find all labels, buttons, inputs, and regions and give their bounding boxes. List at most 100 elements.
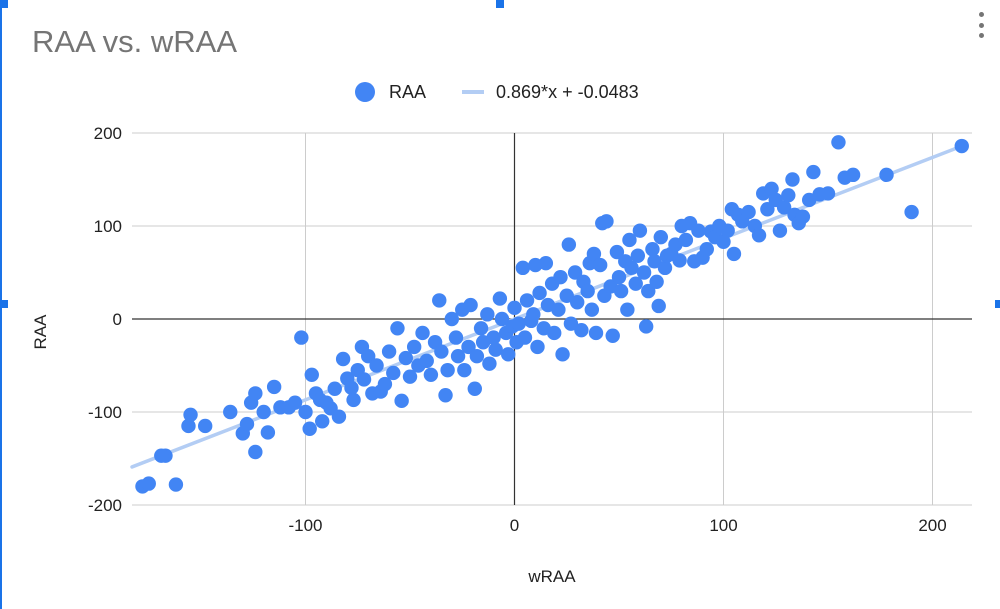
x-tick-label: 200 — [918, 516, 946, 535]
legend-label-trendline: 0.869*x + -0.0483 — [496, 81, 639, 102]
data-point — [620, 302, 635, 317]
data-point — [440, 362, 455, 378]
menu-dot — [978, 33, 984, 38]
data-point — [622, 232, 637, 248]
menu-dot — [978, 22, 984, 28]
data-point — [434, 344, 449, 359]
data-point — [785, 172, 800, 187]
data-point — [448, 330, 464, 345]
legend-item-raa[interactable]: RAA — [355, 82, 426, 103]
data-point — [567, 265, 583, 280]
y-tick-label: 100 — [94, 217, 122, 236]
data-point — [532, 285, 547, 301]
data-point — [467, 381, 482, 396]
data-point — [515, 260, 531, 276]
data-point — [331, 409, 347, 424]
data-point — [239, 416, 255, 432]
data-point — [636, 265, 652, 280]
data-point — [751, 228, 767, 243]
data-point — [507, 300, 522, 316]
data-point — [561, 237, 577, 252]
data-point — [772, 223, 788, 238]
legend: RAA 0.869*x + -0.0483 — [355, 78, 675, 106]
data-point — [538, 256, 554, 271]
data-point — [609, 244, 625, 260]
data-point — [438, 388, 453, 403]
data-point — [248, 444, 263, 460]
resize-handle-top-center[interactable] — [496, 0, 504, 8]
data-point — [197, 418, 213, 434]
data-point — [298, 404, 313, 420]
data-point — [315, 414, 330, 429]
data-point — [398, 350, 414, 366]
data-point — [335, 351, 351, 367]
data-point — [381, 344, 397, 359]
data-point — [181, 418, 196, 434]
data-point — [530, 339, 545, 355]
data-point — [613, 283, 629, 299]
data-point — [402, 369, 418, 384]
data-point — [904, 204, 919, 220]
data-point — [346, 392, 361, 408]
data-point — [386, 365, 401, 381]
data-point — [726, 246, 742, 262]
data-point — [486, 330, 501, 345]
data-point — [394, 393, 409, 409]
more-vert-icon[interactable] — [972, 10, 990, 40]
data-point — [954, 138, 969, 154]
data-point — [599, 214, 614, 229]
data-point — [356, 372, 372, 387]
data-point — [482, 356, 497, 371]
data-point — [678, 232, 694, 248]
data-point — [657, 260, 673, 276]
data-point — [559, 288, 574, 303]
y-tick-labels: -200 -100 0 100 200 — [88, 124, 122, 515]
data-point — [461, 339, 476, 355]
data-point — [361, 349, 376, 364]
data-point — [574, 322, 589, 338]
data-point — [369, 358, 384, 373]
data-point — [183, 407, 198, 422]
data-point — [223, 404, 238, 420]
data-point — [463, 297, 478, 313]
data-point — [720, 223, 735, 238]
data-point — [764, 181, 779, 196]
chart-title: RAA vs. wRAA — [32, 24, 237, 59]
data-point — [831, 135, 846, 150]
data-point — [517, 330, 533, 345]
data-point — [415, 325, 430, 341]
data-point — [419, 353, 434, 369]
x-tick-label: -100 — [288, 516, 322, 535]
data-point — [526, 307, 541, 322]
data-point — [248, 386, 263, 401]
data-point — [611, 269, 627, 285]
data-point — [304, 367, 319, 382]
resize-handle-left-middle[interactable] — [0, 300, 8, 308]
data-point — [302, 421, 317, 436]
resize-handle-right-middle[interactable] — [995, 300, 1000, 308]
data-point — [423, 367, 439, 382]
data-point — [647, 254, 662, 269]
data-point — [653, 229, 668, 245]
legend-line-marker — [462, 90, 485, 94]
y-tick-label: 0 — [113, 310, 122, 329]
data-point — [168, 477, 184, 492]
resize-handle-top-left[interactable] — [0, 0, 8, 8]
data-point — [553, 269, 568, 285]
data-point — [501, 347, 516, 362]
y-tick-label: -100 — [88, 403, 122, 422]
data-point — [638, 319, 654, 334]
data-point — [547, 325, 562, 341]
data-point — [154, 448, 169, 463]
data-point — [570, 295, 585, 310]
data-point — [649, 274, 664, 289]
menu-dot — [978, 12, 984, 17]
y-axis-label: RAA — [31, 314, 50, 350]
legend-item-trendline[interactable]: 0.869*x + -0.0483 — [462, 82, 639, 103]
data-point — [630, 248, 646, 263]
data-point — [586, 246, 602, 262]
data-point — [377, 376, 393, 392]
data-point — [294, 330, 309, 345]
legend-point-marker — [355, 82, 375, 102]
